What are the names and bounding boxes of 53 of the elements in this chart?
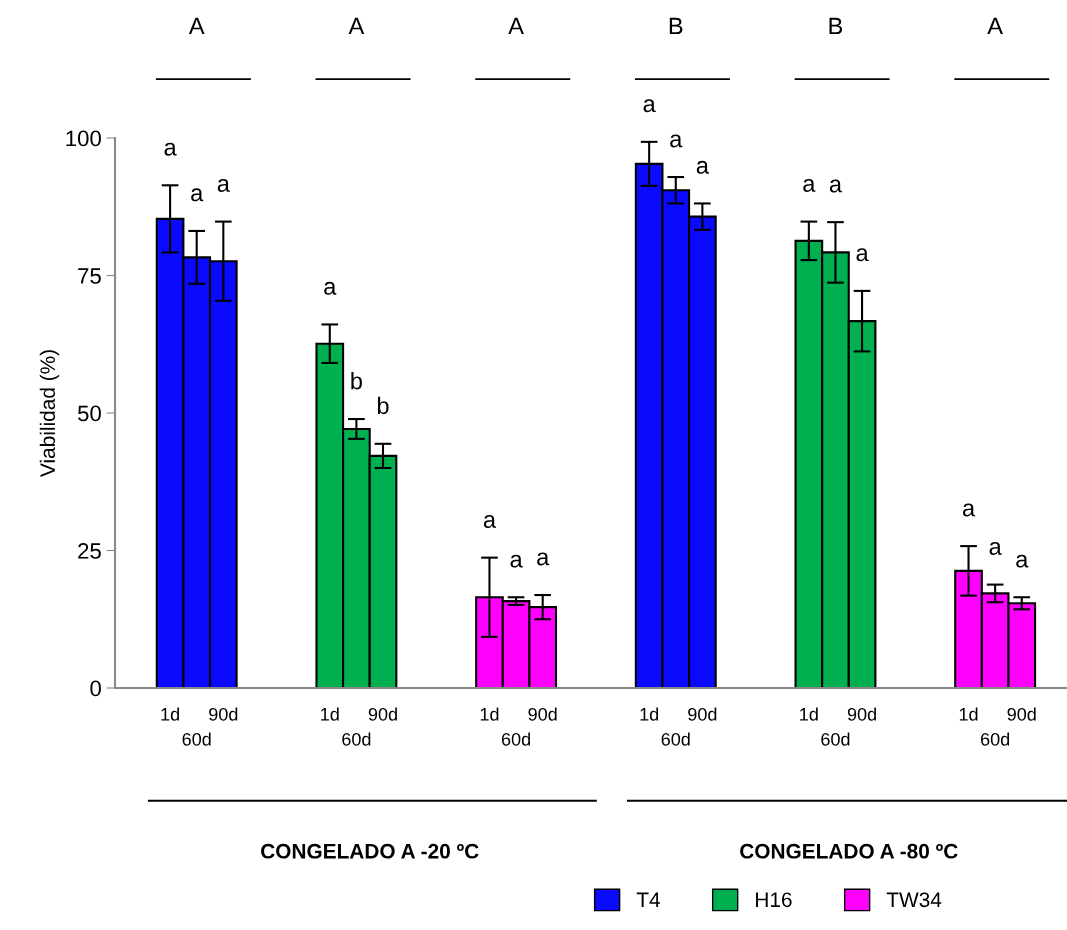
annotation: a (324, 281, 337, 295)
x-tick-label: 90d (688, 707, 717, 721)
y-tick-label: 100 (66, 130, 101, 147)
text: A (348, 17, 365, 35)
legend-label: H16 (756, 892, 792, 908)
x-tick-label: 1d (959, 707, 978, 721)
y-tick-label: 25 (78, 543, 101, 559)
x-tick-label: 60d (821, 732, 850, 746)
legend-label: T4 (636, 892, 660, 907)
x-tick-label: 60d (182, 732, 211, 746)
text: A (188, 17, 205, 35)
x-tick-label: 60d (661, 732, 690, 746)
annotation: b (377, 396, 389, 415)
annotation: a (537, 552, 550, 566)
annotation: a (670, 134, 683, 148)
annotation: a (989, 541, 1002, 555)
annotation: a (696, 160, 709, 174)
x-tick-label: 60d (981, 732, 1010, 746)
annotation: b (351, 372, 362, 390)
annotation: a (217, 178, 230, 192)
text: A (987, 17, 1003, 35)
annotation: a (164, 142, 177, 156)
y-axis-title: Viabilidad (%) (39, 350, 60, 477)
x-tick-label: 90d (1007, 707, 1036, 721)
x-tick-label: 1d (640, 707, 659, 721)
x-tick-label: 1d (800, 707, 818, 721)
annotation: a (962, 503, 976, 517)
x-tick-label: 90d (847, 707, 876, 721)
annotation: a (1016, 554, 1029, 568)
x-tick-label: 90d (528, 707, 557, 721)
text: B (669, 17, 683, 35)
annotation: a (856, 248, 869, 262)
annotation: a (829, 179, 843, 193)
text: A (508, 17, 524, 35)
annotation: a (803, 178, 816, 192)
y-tick-label: 75 (78, 268, 101, 284)
y-tick-label: 0 (90, 680, 101, 697)
annotation: a (483, 515, 497, 528)
text: B (829, 17, 843, 35)
annotation: a (510, 554, 523, 568)
annotation: a (191, 188, 204, 202)
x-tick-label: 90d (209, 707, 238, 721)
x-tick-label: 60d (342, 732, 371, 746)
x-tick-label: 1d (321, 707, 339, 721)
x-tick-label: 90d (368, 707, 397, 721)
x-tick-label: 60d (501, 732, 530, 746)
legend-label: TW34 (886, 892, 942, 908)
text: CONGELADO A -80 ºC (740, 843, 958, 859)
text: a (643, 99, 656, 113)
x-tick-label: 1d (480, 707, 499, 721)
x-tick-label: 1d (161, 707, 179, 721)
text: CONGELADO A -20 ºC (261, 843, 479, 859)
y-tick-label: 50 (77, 405, 101, 422)
